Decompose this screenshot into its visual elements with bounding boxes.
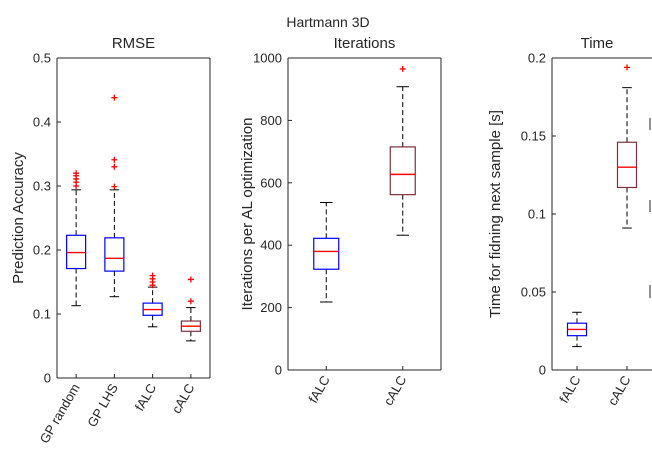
x-tick-label: fALC (556, 373, 583, 406)
x-tick-label: GP LHS (84, 381, 121, 430)
y-tick-label: 0.1 (528, 207, 546, 222)
outlier-marker (111, 94, 118, 101)
y-tick-label: 0.5 (33, 51, 51, 66)
x-tick-label: GP random (37, 381, 83, 446)
box-iqr (104, 237, 125, 272)
outlier-marker (73, 170, 80, 177)
y-tick-label: 0 (539, 363, 546, 378)
y-tick-label: 0.1 (33, 307, 51, 322)
y-axis-label: Time for fidning next sample [s] (487, 110, 504, 318)
outlier-marker (187, 276, 194, 283)
y-tick-label: 0.15 (521, 129, 546, 144)
box-iqr (313, 237, 340, 270)
y-tick-label: 0.2 (528, 51, 546, 66)
y-tick-label: 0.3 (33, 179, 51, 194)
outlier-marker (111, 183, 118, 190)
outlier-marker (624, 64, 630, 71)
y-axis-label: Iterations per AL optimization (239, 118, 256, 311)
panel-3: Time Time for fidning next sample [s] 0 0.0… (487, 35, 652, 408)
y-tick-label: 0.4 (33, 115, 51, 130)
y-tick-label: 800 (260, 113, 282, 128)
y-tick-label: 0 (44, 371, 51, 386)
y-tick-label: 0 (275, 363, 282, 378)
panel-2: Iterations Iterations per AL optimization… (239, 35, 442, 408)
panel-title: Iterations (334, 35, 396, 52)
x-tick-label: fALC (132, 381, 159, 414)
y-axis-label: Prediction Accuracy (10, 152, 27, 284)
y-tick-label: 0.2 (33, 243, 51, 258)
box-iqr (616, 141, 638, 189)
y-tick-label: 400 (260, 238, 282, 253)
outlier-marker (187, 298, 194, 305)
box-iqr (389, 146, 416, 196)
y-tick-label: 200 (260, 300, 282, 315)
x-tick-label: cALC (380, 373, 409, 408)
y-tick-label: 0.05 (521, 285, 546, 300)
figure-suptitle: Hartmann 3D (286, 14, 369, 30)
panels: RMSE Prediction Accuracy 0 0.1 0.2 0.3 0.4 0.5 G… (10, 35, 652, 446)
x-tick-label: cALC (605, 373, 634, 408)
outlier-marker (149, 272, 156, 279)
y-tick-label: 1000 (253, 51, 282, 66)
outlier-marker (399, 65, 406, 72)
x-tick-label: fALC (305, 373, 332, 406)
panel-title: Time (581, 35, 614, 52)
outlier-marker (111, 163, 118, 170)
x-tick-label: cALC (169, 381, 198, 416)
panel-1: RMSE Prediction Accuracy 0 0.1 0.2 0.3 0.4 0.5 G… (10, 35, 211, 446)
y-tick-label: 600 (260, 175, 282, 190)
outlier-marker (111, 156, 118, 163)
panel-title: RMSE (112, 35, 155, 52)
